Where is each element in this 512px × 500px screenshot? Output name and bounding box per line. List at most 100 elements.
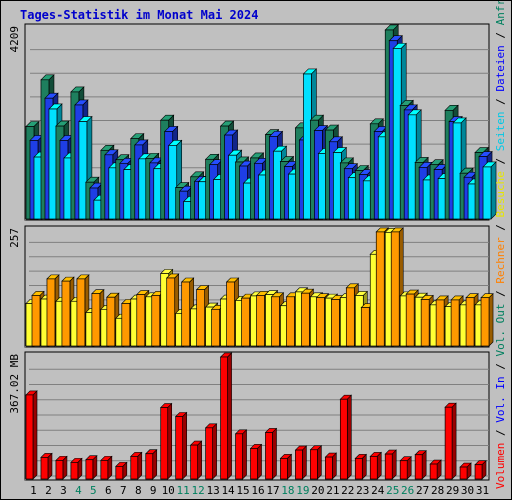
bar-front-face: [106, 296, 116, 347]
bar-volumen-day-11: [174, 411, 188, 480]
bar-side-face: [107, 455, 113, 480]
bar-front-face: [414, 454, 423, 480]
bar-front-face: [190, 444, 198, 480]
bar-side-face: [272, 427, 277, 480]
bar-side-face: [257, 443, 262, 480]
legend-separator: /: [494, 92, 507, 112]
bar-front-face: [85, 459, 94, 480]
bar-front-face: [115, 466, 124, 480]
bar-side-face: [302, 445, 307, 480]
bar-volumen-day-21: [324, 452, 338, 480]
bar-front-face: [345, 287, 355, 347]
bar-front-face: [256, 295, 265, 347]
bar-front-face: [250, 448, 258, 480]
bar-front-face: [130, 456, 139, 480]
bar-front-face: [310, 449, 318, 480]
bar-side-face: [77, 457, 83, 480]
x-tick-label: 13: [206, 484, 219, 497]
bar-volumen-day-8: [130, 451, 143, 480]
bar-side-face: [287, 453, 292, 480]
bar-front-face: [76, 278, 86, 347]
bar-front-face: [375, 231, 385, 347]
bar-front-face: [205, 427, 213, 480]
bar-front-face: [360, 307, 370, 347]
bar-side-face: [361, 453, 367, 480]
bar-volumen-day-9: [145, 449, 158, 480]
bar-side-face: [182, 411, 187, 480]
bar-front-face: [175, 416, 184, 480]
chart-title: Tages-Statistik im Monat Mai 2024: [20, 8, 259, 22]
bar-front-face: [235, 433, 243, 480]
bar-side-face: [451, 402, 457, 480]
bar-volumen-day-16: [249, 443, 263, 480]
bar-volumen-day-28: [429, 459, 442, 480]
y-max-label-top: 4209: [8, 26, 21, 53]
bar-volumen-day-30: [459, 462, 472, 480]
x-tick-label: 22: [341, 484, 354, 497]
y-max-label-bottom: 367.02 MB: [8, 354, 21, 414]
legend-item-seiten: Seiten: [494, 111, 507, 151]
legend-separator: /: [494, 423, 507, 443]
x-tick-label: 27: [416, 484, 429, 497]
bar-front-face: [145, 453, 154, 480]
bar-front-face: [459, 466, 468, 480]
x-tick-label: 19: [296, 484, 309, 497]
bar-volumen-day-3: [55, 455, 68, 480]
bar-front-face: [295, 449, 303, 480]
legend-item-anfragen: Anfragen: [494, 1, 507, 25]
bar-front-face: [444, 406, 453, 480]
bar-volumen-day-31: [474, 459, 487, 480]
bar-side-face: [242, 429, 247, 480]
bar-side-face: [332, 452, 337, 480]
bar-front-face: [286, 296, 295, 347]
bar-volumen-day-25: [384, 449, 397, 480]
bar-volumen-day-12: [189, 440, 203, 480]
bar-volumen-day-18: [279, 453, 293, 480]
bar-volumen-day-29: [444, 402, 457, 480]
bar-front-face: [369, 456, 378, 480]
bar-volumen-day-5: [85, 454, 98, 480]
bar-front-face: [482, 166, 492, 220]
bar-front-face: [465, 297, 475, 347]
legend-separator: /: [494, 357, 507, 377]
x-tick-label: 29: [446, 484, 459, 497]
x-tick-label: 21: [326, 484, 339, 497]
bar-front-face: [265, 432, 273, 480]
bar-front-face: [70, 462, 79, 480]
bar-side-face: [406, 455, 412, 480]
legend-separator: /: [494, 217, 507, 237]
x-tick-label: 12: [192, 484, 205, 497]
bar-front-face: [61, 280, 71, 347]
bar-front-face: [420, 299, 430, 347]
legend-item-vol-in: Vol. In: [494, 376, 507, 422]
x-tick-label: 26: [401, 484, 414, 497]
bar-front-face: [100, 460, 109, 480]
bar-front-face: [325, 456, 333, 480]
x-tick-label: 23: [356, 484, 369, 497]
bar-side-face: [92, 454, 98, 480]
bar-volumen-day-20: [309, 445, 323, 480]
bar-front-face: [55, 460, 64, 480]
legend-item-volumen: Volumen: [494, 443, 507, 489]
y-max-label-middle: 257: [8, 228, 21, 248]
bar-side-face: [152, 449, 158, 480]
bar-front-face: [25, 394, 34, 480]
bar-front-face: [121, 303, 131, 347]
bar-side-face: [197, 440, 202, 480]
bar-front-face: [78, 121, 88, 220]
x-tick-label: 20: [311, 484, 324, 497]
bar-front-face: [384, 453, 393, 480]
x-tick-label: 16: [251, 484, 264, 497]
x-tick-label: 9: [150, 484, 157, 497]
x-tick-label: 18: [281, 484, 294, 497]
bar-front-face: [399, 460, 408, 480]
bar-side-face: [317, 445, 322, 480]
bar-front-face: [316, 297, 325, 347]
bar-volumen-day-4: [70, 457, 83, 480]
bar-front-face: [474, 464, 483, 480]
bar-front-face: [151, 295, 161, 347]
bar-volumen-day-24: [369, 451, 382, 480]
bar-front-face: [166, 277, 176, 347]
x-tick-label: 15: [236, 484, 249, 497]
